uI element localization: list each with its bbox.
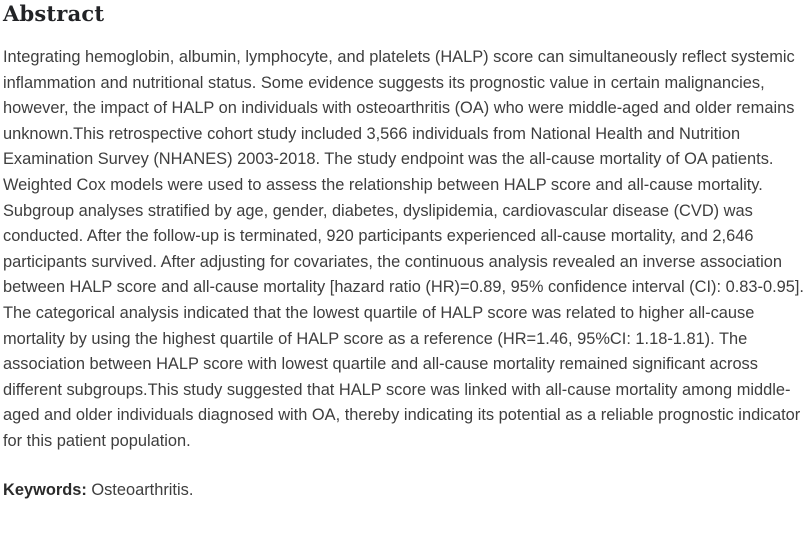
keywords-label: Keywords:: [3, 480, 87, 499]
keywords-value: Osteoarthritis.: [91, 480, 194, 499]
abstract-body-text: Integrating hemoglobin, albumin, lymphoc…: [3, 48, 804, 450]
abstract-heading: Abstract: [3, 1, 105, 26]
keywords-line: Keywords: Osteoarthritis.: [3, 478, 807, 504]
